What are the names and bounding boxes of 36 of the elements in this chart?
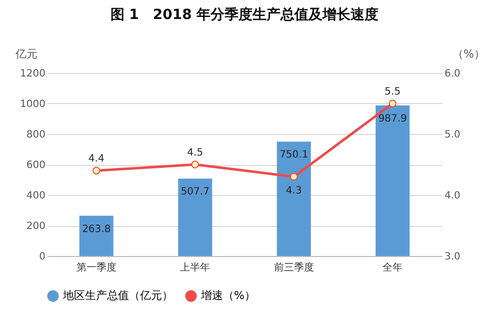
x-tick-label: 第一季度: [76, 262, 116, 274]
point: [92, 166, 100, 174]
data-label: 263.8: [82, 224, 111, 235]
data-label: 750.1: [280, 150, 308, 161]
bar: [178, 178, 212, 256]
y-tick-label: 1000: [20, 99, 46, 110]
x-tick-label: 上半年: [180, 262, 210, 274]
y-tick-label: 400: [26, 190, 46, 202]
chart-title: 图 1 2018 年分季度生产总值及增长速度: [110, 6, 379, 23]
x-tick-label: 全年: [382, 262, 403, 274]
data-label: 5.5: [384, 86, 401, 98]
y-tick-label: 800: [26, 130, 46, 140]
data-label: 4.5: [187, 148, 204, 158]
legend-label: 增速（%）: [200, 289, 256, 302]
y-tick-label: 200: [26, 221, 46, 232]
data-label: 507.7: [180, 186, 210, 198]
legend-label: 地区生产总值（亿元）: [62, 289, 173, 302]
data-label: 4.4: [88, 154, 104, 165]
y2-tick-label: 6.0: [444, 68, 460, 80]
y-tick-label: 600: [26, 160, 46, 171]
y2-tick-label: 3.0: [444, 252, 460, 262]
y-tick-label: 0: [39, 252, 46, 262]
y2-tick-label: 4.0: [444, 190, 460, 202]
y2-tick-label: 5.0: [444, 130, 460, 140]
y-tick-label: 1200: [20, 68, 46, 80]
bar: [276, 142, 311, 256]
y-axis-title: 亿元: [14, 48, 38, 60]
point: [191, 160, 199, 168]
bar: [79, 216, 114, 256]
data-label: 987.9: [378, 113, 407, 124]
x-tick-label: 前三季度: [274, 262, 314, 274]
y2-axis-title: （%）: [452, 48, 485, 60]
point: [290, 172, 298, 181]
bar: [376, 105, 410, 256]
data-label: 4.3: [286, 186, 302, 197]
point: [388, 100, 396, 108]
